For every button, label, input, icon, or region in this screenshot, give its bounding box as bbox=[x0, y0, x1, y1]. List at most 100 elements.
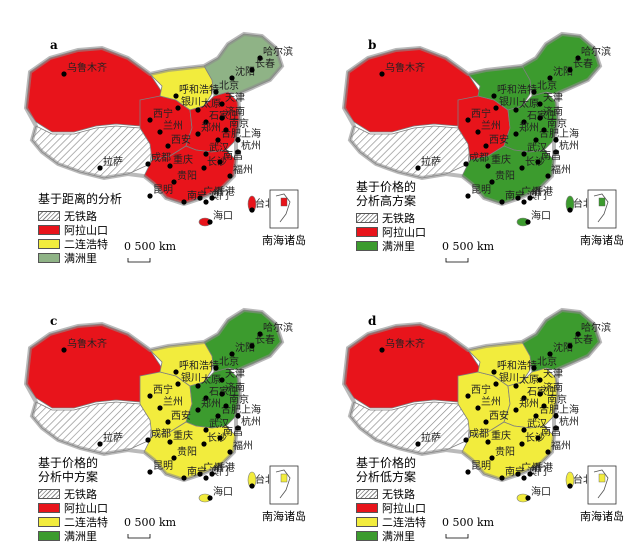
city-dot bbox=[147, 193, 153, 199]
city-label: 杭州 bbox=[559, 415, 579, 428]
legend-item: 无铁路 bbox=[356, 486, 415, 501]
city-dot bbox=[219, 391, 225, 397]
country-border bbox=[341, 307, 603, 483]
city-label: 广州 bbox=[521, 462, 541, 474]
map-b: 乌鲁木齐呼和浩特北京沈阳哈尔滨长春银川太原天津西宁兰州石家庄济南西安郑州合肥南京… bbox=[341, 31, 617, 263]
city-label: 南昌 bbox=[541, 149, 561, 162]
legend-label: 无铁路 bbox=[382, 212, 415, 225]
city-label: 郑州 bbox=[519, 121, 539, 134]
legend-swatch bbox=[356, 213, 378, 223]
city-dot bbox=[493, 105, 499, 111]
city-label: 拉萨 bbox=[421, 155, 441, 168]
city-label: 沈阳 bbox=[235, 65, 255, 78]
city-label: 银川 bbox=[499, 95, 519, 108]
city-dot bbox=[531, 365, 537, 371]
city-label: 成都 bbox=[151, 428, 171, 440]
legend-swatch bbox=[38, 489, 60, 499]
city-dot bbox=[537, 377, 543, 383]
city-label: 福州 bbox=[551, 439, 571, 452]
city-dot bbox=[219, 101, 225, 107]
city-dot bbox=[379, 347, 385, 353]
scs-inset bbox=[587, 189, 617, 229]
city-dot bbox=[475, 129, 481, 135]
city-dot bbox=[463, 437, 469, 443]
city-label: 海口 bbox=[213, 485, 233, 498]
city-dot bbox=[157, 405, 163, 411]
city-dot bbox=[521, 395, 527, 401]
city-label: 南京 bbox=[229, 117, 249, 130]
city-label: 重庆 bbox=[173, 153, 193, 166]
city-dot bbox=[537, 115, 543, 121]
city-dot bbox=[525, 495, 531, 501]
city-label: 石家庄 bbox=[527, 385, 557, 398]
city-label: 乌鲁木齐 bbox=[385, 61, 425, 74]
city-dot bbox=[223, 127, 229, 133]
city-dot bbox=[567, 343, 573, 349]
city-label: 昆明 bbox=[471, 460, 491, 472]
map-panel-b: 乌鲁木齐呼和浩特北京沈阳哈尔滨长春银川太原天津西宁兰州石家庄济南西安郑州合肥南京… bbox=[318, 0, 636, 275]
city-dot bbox=[147, 393, 153, 399]
city-dot bbox=[541, 403, 547, 409]
city-dot bbox=[167, 163, 173, 169]
map-d: 乌鲁木齐呼和浩特北京沈阳哈尔滨长春银川太原天津西宁兰州石家庄济南西安郑州合肥南京… bbox=[341, 307, 617, 539]
region-tibet bbox=[349, 401, 471, 455]
city-dot bbox=[567, 207, 573, 213]
scale-bar bbox=[445, 258, 469, 263]
map-c: 乌鲁木齐呼和浩特北京沈阳哈尔滨长春银川太原天津西宁兰州石家庄济南西安郑州合肥南京… bbox=[23, 307, 299, 539]
city-dot bbox=[415, 165, 421, 171]
city-dot bbox=[145, 161, 151, 167]
city-dot bbox=[195, 131, 201, 137]
city-dot bbox=[567, 67, 573, 73]
city-dot bbox=[465, 117, 471, 123]
city-label: 乌鲁木齐 bbox=[385, 337, 425, 350]
legend-label: 阿拉山口 bbox=[64, 502, 108, 515]
city-dot bbox=[249, 207, 255, 213]
city-label: 乌鲁木齐 bbox=[67, 61, 107, 74]
city-label: 太原 bbox=[201, 97, 221, 110]
city-dot bbox=[519, 165, 525, 171]
city-dot bbox=[235, 149, 241, 155]
city-label: 哈尔滨 bbox=[263, 321, 293, 334]
city-label: 武汉 bbox=[527, 417, 547, 430]
country-border bbox=[23, 307, 285, 483]
legend-item: 满洲里 bbox=[356, 528, 415, 543]
city-dot bbox=[215, 137, 221, 143]
legend-label: 阿拉山口 bbox=[382, 502, 426, 515]
city-dot bbox=[171, 455, 177, 461]
city-dot bbox=[207, 495, 213, 501]
legend-item: 满洲里 bbox=[38, 528, 97, 543]
city-dot bbox=[463, 161, 469, 167]
city-dot bbox=[553, 149, 559, 155]
city-dot bbox=[567, 483, 573, 489]
city-label: 上海 bbox=[559, 403, 579, 416]
region-tibet bbox=[349, 125, 471, 179]
legend-title: 分析高方案 bbox=[356, 194, 417, 208]
city-dot bbox=[203, 199, 209, 205]
country-border bbox=[341, 31, 603, 207]
city-label: 重庆 bbox=[491, 153, 511, 166]
city-dot bbox=[223, 403, 229, 409]
legend-label: 无铁路 bbox=[382, 488, 415, 501]
city-label: 南昌 bbox=[223, 149, 243, 162]
city-dot bbox=[483, 419, 489, 425]
city-dot bbox=[379, 71, 385, 77]
city-label: 兰州 bbox=[481, 119, 501, 132]
city-label: 兰州 bbox=[163, 119, 183, 132]
city-label: 杭州 bbox=[559, 139, 579, 152]
city-label: 福州 bbox=[233, 163, 253, 176]
city-dot bbox=[217, 159, 223, 165]
city-dot bbox=[491, 93, 497, 99]
city-label: 西安 bbox=[171, 133, 191, 146]
city-dot bbox=[499, 199, 505, 205]
city-dot bbox=[475, 405, 481, 411]
legend-item: 阿拉山口 bbox=[356, 224, 426, 239]
city-dot bbox=[541, 127, 547, 133]
city-dot bbox=[217, 435, 223, 441]
city-dot bbox=[235, 137, 241, 143]
city-dot bbox=[521, 475, 527, 481]
scale-label: 0 500 km bbox=[442, 240, 495, 253]
city-dot bbox=[181, 475, 187, 481]
city-label: 贵阳 bbox=[177, 169, 197, 182]
city-label: 拉萨 bbox=[103, 431, 123, 444]
city-label: 济南 bbox=[543, 105, 563, 118]
